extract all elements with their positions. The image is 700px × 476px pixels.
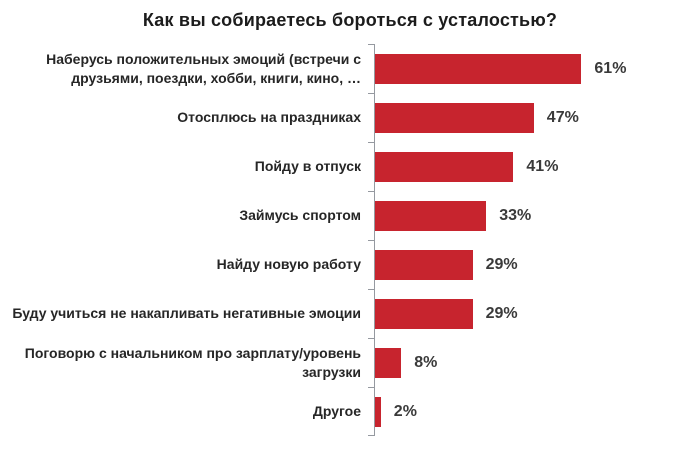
category-label: Займусь спортом — [239, 207, 361, 224]
chart-title: Как вы собираетесь бороться с усталостью… — [142, 10, 558, 30]
axis-tick — [368, 338, 375, 339]
chart-row: Буду учиться не накапливать негативные э… — [0, 289, 700, 338]
bar — [374, 298, 473, 329]
value-label: 61% — [594, 59, 627, 77]
axis-tick — [368, 191, 375, 192]
value-label: 2% — [393, 402, 417, 420]
bar — [374, 347, 402, 378]
plot-cell: 29% — [374, 289, 700, 338]
bar — [374, 249, 473, 280]
plot-cell: 2% — [374, 387, 700, 436]
category-label: Отосплюсь на праздниках — [177, 109, 361, 126]
value-label: 29% — [485, 255, 518, 273]
category-label: Другое — [312, 403, 361, 420]
plot-cell: 61% — [374, 44, 700, 93]
category-label: Пойду в отпуск — [254, 158, 361, 175]
axis-tick — [368, 435, 375, 436]
bar — [374, 53, 582, 84]
chart-row: Пойду в отпуск 41% — [0, 142, 700, 191]
axis-tick — [368, 44, 375, 45]
plot-cell: 8% — [374, 338, 700, 387]
bar — [374, 102, 534, 133]
axis-tick — [368, 289, 375, 290]
bar — [374, 151, 514, 182]
value-label: 41% — [526, 157, 559, 175]
plot-cell: 47% — [374, 93, 700, 142]
chart-row: Поговорю с начальником про зарплату/уров… — [0, 338, 700, 387]
axis-tick — [368, 240, 375, 241]
category-label: Поговорю с начальником про зарплату/уров… — [24, 345, 361, 380]
chart-row: Другое 2% — [0, 387, 700, 436]
value-label: 33% — [499, 206, 532, 224]
plot-cell: 33% — [374, 191, 700, 240]
category-label: Наберусь положительных эмоций (встречи с… — [46, 51, 361, 86]
bar — [374, 200, 487, 231]
bar — [374, 396, 381, 427]
category-label: Найду новую работу — [216, 256, 361, 273]
category-label: Буду учиться не накапливать негативные э… — [12, 305, 361, 322]
value-label: 47% — [546, 108, 579, 126]
axis-tick — [368, 93, 375, 94]
axis-tick — [368, 387, 375, 388]
chart-row: Отосплюсь на праздниках 47% — [0, 93, 700, 142]
bar-chart: Наберусь положительных эмоций (встречи с… — [0, 44, 700, 436]
value-label: 29% — [485, 304, 518, 322]
value-label: 8% — [414, 353, 438, 371]
plot-cell: 29% — [374, 240, 700, 289]
chart-row: Найду новую работу 29% — [0, 240, 700, 289]
chart-row: Займусь спортом 33% — [0, 191, 700, 240]
axis-tick — [368, 142, 375, 143]
plot-cell: 41% — [374, 142, 700, 191]
chart-row: Наберусь положительных эмоций (встречи с… — [0, 44, 700, 93]
